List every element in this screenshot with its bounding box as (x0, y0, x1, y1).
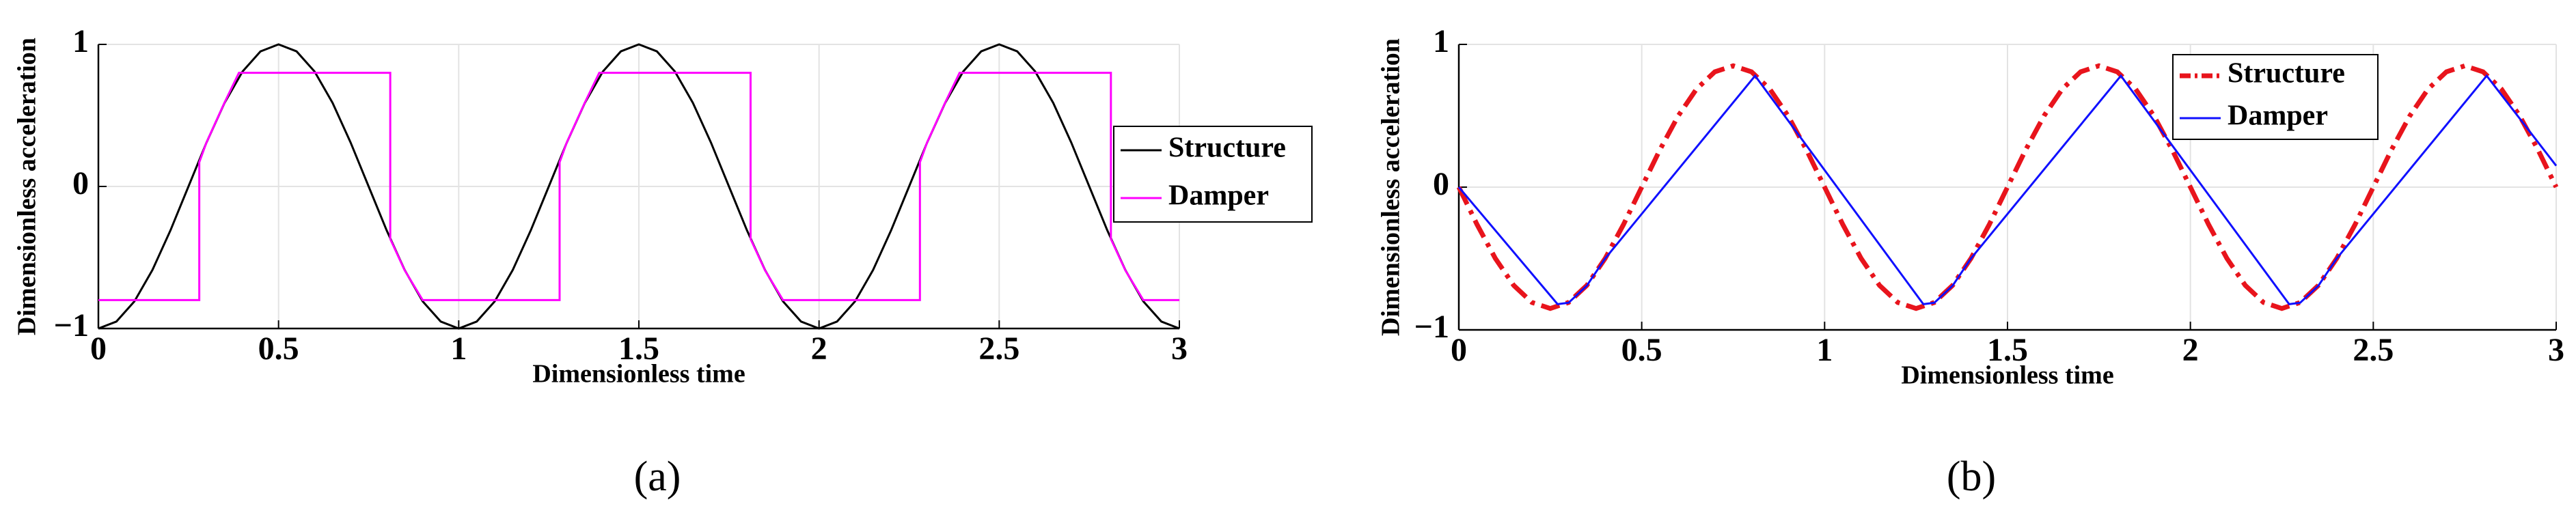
y-tick-label: 1 (1433, 23, 1449, 59)
x-tick-label: 0 (1451, 332, 1467, 368)
x-tick-label: 1 (1816, 332, 1833, 368)
series-line (1456, 63, 2559, 311)
x-tick-label: 0 (90, 331, 107, 367)
x-tick-label: 2 (811, 331, 827, 367)
legend-label: Structure (2228, 58, 2345, 89)
y-tick-label: 1 (72, 23, 89, 59)
x-axis-label: Dimensionless time (532, 360, 745, 389)
x-tick-label: 1.5 (1987, 332, 2028, 368)
x-tick-label: 0.5 (1621, 332, 1662, 368)
legend-label: Damper (1168, 180, 1269, 212)
x-tick-label: 2.5 (978, 331, 1019, 367)
x-tick-label: 2 (2182, 332, 2199, 368)
y-tick-label: −1 (54, 307, 89, 344)
caption: (b) (1947, 453, 1996, 500)
x-tick-label: 1.5 (618, 331, 659, 367)
legend-box (1113, 126, 1313, 223)
y-axis-label: Dimensionless acceleration (13, 38, 42, 335)
legend-label: Damper (2228, 100, 2328, 132)
series-line (98, 72, 1179, 301)
series-line (1457, 74, 2558, 305)
x-tick-label: 2.5 (2353, 332, 2394, 368)
legend-label: Structure (1168, 132, 1286, 164)
y-tick-label: 0 (1433, 166, 1449, 202)
legend: Structure Damper (2172, 54, 2379, 140)
x-tick-label: 0.5 (258, 331, 299, 367)
legend: Structure Damper (1113, 126, 1313, 223)
legend-box (2172, 54, 2379, 140)
y-tick-label: 0 (72, 165, 89, 201)
series-line (98, 43, 1180, 330)
y-axis-label: Dimensionless acceleration (1377, 38, 1406, 336)
caption: (a) (634, 453, 681, 500)
y-tick-label: −1 (1414, 309, 1449, 345)
x-tick-label: 1 (450, 331, 467, 367)
x-tick-label: 3 (1171, 331, 1188, 367)
x-tick-label: 3 (2548, 332, 2564, 368)
x-axis-label: Dimensionless time (1901, 361, 2113, 390)
